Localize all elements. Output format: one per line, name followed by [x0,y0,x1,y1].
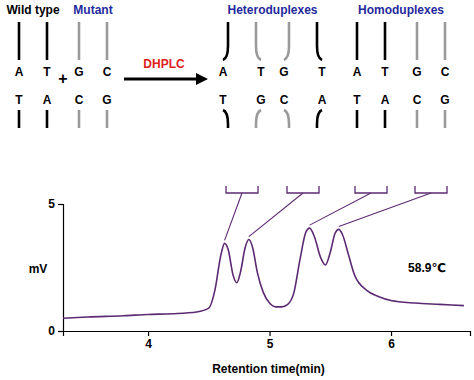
y-axis-line [58,205,64,332]
strand [46,22,49,60]
y-tick-label: 0 [48,324,55,338]
base: A [219,65,228,79]
strand [444,22,447,60]
x-tick-label: 5 [267,337,274,351]
base: A [318,93,327,107]
base: G [102,93,111,107]
base: T [381,65,389,79]
plot-area [63,228,464,318]
strand [18,22,21,60]
base: G [74,65,83,79]
strand [384,22,387,60]
bracket [355,186,387,193]
base: T [15,93,23,107]
x-tick-mark [391,331,392,336]
y-tick-mark [58,204,63,205]
y-axis: 05 [48,197,63,338]
group-label: Mutant [73,3,112,17]
x-tick: 4 [145,331,152,351]
y-tick-mark [58,331,63,332]
group-label: Homoduplexes [358,3,444,17]
strand [223,22,228,60]
strand [106,22,109,60]
base: G [256,93,265,107]
strand [356,110,359,128]
strand [416,110,419,128]
arrow-shaft [124,78,198,81]
strand [18,110,21,128]
y-tick: 5 [48,197,63,211]
base: A [353,65,362,79]
base: C [280,93,289,107]
strand [444,110,447,128]
base: T [318,65,326,79]
base: C [413,93,422,107]
group-label: Wild type [6,3,60,17]
base: A [43,93,52,107]
strand [416,22,419,60]
base: T [353,93,361,107]
base: A [15,65,24,79]
strand [356,22,359,60]
x-tick-label: 4 [145,337,152,351]
x-tick-mark [148,331,149,336]
strand [284,110,289,128]
bracket [287,186,319,193]
group-label: Heteroduplexes [227,3,317,17]
figure: ATTAWild typeGCCGMutantATTGGCTAHeterodup… [0,0,474,380]
connectors [225,186,447,240]
base: G [440,93,449,107]
base: A [381,93,390,107]
strand [384,110,387,128]
strand [284,22,289,60]
y-tick: 0 [48,324,63,338]
connector [339,193,431,226]
arrow-head [196,73,208,85]
x-tick-mark [269,331,270,336]
strand [106,110,109,128]
y-axis-title: mV [29,262,48,276]
base: T [257,65,265,79]
operator: + [58,70,67,87]
x-tick: 6 [388,331,395,351]
strand [317,22,322,60]
x-tick-label: 6 [388,337,395,351]
strand [46,110,49,128]
y-tick-label: 5 [48,197,55,211]
x-axis-line [64,332,471,337]
chromatogram-line [63,228,464,318]
base: C [441,65,450,79]
base: G [412,65,421,79]
x-axis: 4 5 6 [64,331,471,351]
base: G [279,65,288,79]
bracket [415,186,447,193]
base: T [43,65,51,79]
bracket [226,186,258,193]
diagram: ATTAWild typeGCCGMutantATTGGCTAHeterodup… [6,3,449,128]
strand [78,110,81,128]
strand [317,110,322,128]
connector [225,193,242,240]
strand [223,110,228,128]
base: C [75,93,84,107]
connector [310,193,371,225]
x-tick: 5 [267,331,274,351]
connector [249,193,303,237]
x-axis-title: Retention time(min) [212,362,325,376]
strand [256,22,261,60]
strand [78,22,81,60]
base: T [219,93,227,107]
strand [256,110,261,128]
annotation: 58.9℃ [408,261,446,275]
method-label: DHPLC [143,57,185,71]
base: C [103,65,112,79]
